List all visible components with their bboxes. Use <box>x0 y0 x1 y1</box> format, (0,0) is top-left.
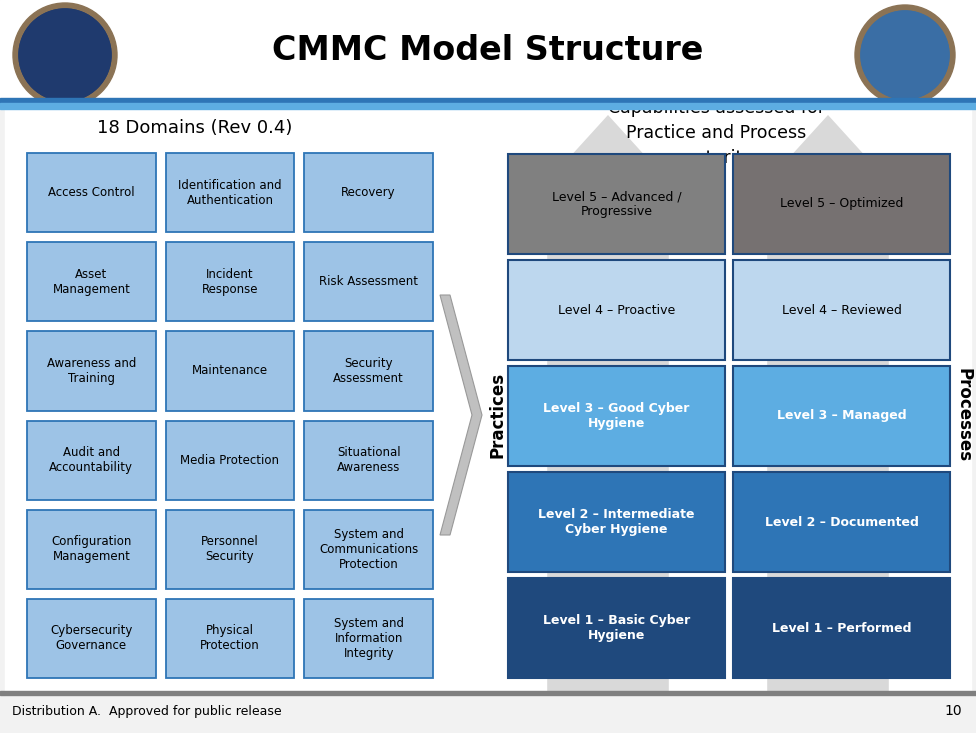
FancyBboxPatch shape <box>305 421 433 500</box>
Circle shape <box>855 5 955 105</box>
Circle shape <box>861 11 949 99</box>
Polygon shape <box>440 295 482 535</box>
Text: Situational
Awareness: Situational Awareness <box>337 446 400 474</box>
Text: Recovery: Recovery <box>342 186 396 199</box>
Text: Processes: Processes <box>955 368 973 462</box>
Text: CMMC Model Structure: CMMC Model Structure <box>272 34 704 67</box>
Text: Asset
Management: Asset Management <box>53 268 130 295</box>
Text: System and
Information
Integrity: System and Information Integrity <box>334 617 404 660</box>
Text: Access Control: Access Control <box>48 186 135 199</box>
Bar <box>0 98 976 103</box>
FancyBboxPatch shape <box>508 366 725 466</box>
FancyBboxPatch shape <box>733 472 950 572</box>
Text: Level 3 – Managed: Level 3 – Managed <box>777 410 907 422</box>
Bar <box>0 0 976 98</box>
Circle shape <box>19 9 111 101</box>
Text: Incident
Response: Incident Response <box>202 268 259 295</box>
Text: 10: 10 <box>945 704 962 718</box>
FancyBboxPatch shape <box>508 578 725 678</box>
Text: Awareness and
Training: Awareness and Training <box>47 357 136 385</box>
FancyBboxPatch shape <box>166 153 295 232</box>
Circle shape <box>45 35 85 75</box>
Circle shape <box>861 11 949 99</box>
Text: Cybersecurity
Governance: Cybersecurity Governance <box>50 625 133 652</box>
Text: Level 4 – Proactive: Level 4 – Proactive <box>558 303 675 317</box>
FancyBboxPatch shape <box>733 260 950 360</box>
Circle shape <box>59 49 71 61</box>
Text: Security
Assessment: Security Assessment <box>333 357 404 385</box>
FancyBboxPatch shape <box>27 331 155 410</box>
Circle shape <box>51 41 79 69</box>
Text: Audit and
Accountability: Audit and Accountability <box>50 446 134 474</box>
Circle shape <box>893 43 917 67</box>
FancyBboxPatch shape <box>508 260 725 360</box>
Bar <box>0 103 976 109</box>
FancyBboxPatch shape <box>733 366 950 466</box>
Text: Practices: Practices <box>488 372 506 458</box>
FancyBboxPatch shape <box>733 154 950 254</box>
FancyBboxPatch shape <box>166 331 295 410</box>
Text: Capabilities assessed for
Practice and Process
maturity: Capabilities assessed for Practice and P… <box>607 99 825 167</box>
Text: Level 1 – Performed: Level 1 – Performed <box>772 622 912 635</box>
FancyBboxPatch shape <box>27 509 155 589</box>
FancyBboxPatch shape <box>305 599 433 678</box>
FancyBboxPatch shape <box>733 578 950 678</box>
FancyBboxPatch shape <box>27 421 155 500</box>
Text: Level 2 – Documented: Level 2 – Documented <box>764 515 918 528</box>
FancyBboxPatch shape <box>166 509 295 589</box>
Text: Maintenance: Maintenance <box>192 364 268 377</box>
Text: Configuration
Management: Configuration Management <box>51 535 132 563</box>
FancyBboxPatch shape <box>27 242 155 321</box>
Polygon shape <box>748 115 908 691</box>
Circle shape <box>19 9 111 101</box>
FancyBboxPatch shape <box>508 472 725 572</box>
Text: Level 2 – Intermediate
Cyber Hygiene: Level 2 – Intermediate Cyber Hygiene <box>538 508 695 536</box>
FancyBboxPatch shape <box>305 242 433 321</box>
FancyBboxPatch shape <box>166 242 295 321</box>
Text: Media Protection: Media Protection <box>181 454 279 467</box>
Polygon shape <box>528 115 688 691</box>
Text: Level 5 – Advanced /
Progressive: Level 5 – Advanced / Progressive <box>551 190 681 218</box>
Text: Level 1 – Basic Cyber
Hygiene: Level 1 – Basic Cyber Hygiene <box>543 614 690 642</box>
Text: Level 3 – Good Cyber
Hygiene: Level 3 – Good Cyber Hygiene <box>544 402 690 430</box>
Text: Distribution A.  Approved for public release: Distribution A. Approved for public rele… <box>12 704 282 718</box>
Bar <box>0 691 976 695</box>
Text: Risk Assessment: Risk Assessment <box>319 276 418 288</box>
FancyBboxPatch shape <box>305 331 433 410</box>
Text: System and
Communications
Protection: System and Communications Protection <box>319 528 419 571</box>
FancyBboxPatch shape <box>27 599 155 678</box>
FancyBboxPatch shape <box>166 599 295 678</box>
Text: Identification and
Authentication: Identification and Authentication <box>179 179 282 207</box>
Text: Personnel
Security: Personnel Security <box>201 535 259 563</box>
FancyBboxPatch shape <box>305 153 433 232</box>
Circle shape <box>13 3 117 107</box>
FancyBboxPatch shape <box>305 509 433 589</box>
FancyBboxPatch shape <box>27 153 155 232</box>
Text: 18 Domains (Rev 0.4): 18 Domains (Rev 0.4) <box>98 119 293 137</box>
Text: Physical
Protection: Physical Protection <box>200 625 260 652</box>
Circle shape <box>887 37 923 73</box>
FancyBboxPatch shape <box>166 421 295 500</box>
Text: Level 5 – Optimized: Level 5 – Optimized <box>780 197 903 210</box>
Circle shape <box>899 49 911 61</box>
Text: Level 4 – Reviewed: Level 4 – Reviewed <box>782 303 902 317</box>
FancyBboxPatch shape <box>508 154 725 254</box>
